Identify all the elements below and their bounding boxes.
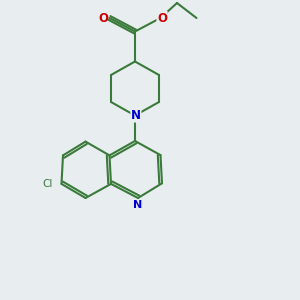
Text: O: O: [98, 11, 108, 25]
Text: Cl: Cl: [43, 179, 53, 189]
Text: N: N: [130, 110, 140, 121]
Text: N: N: [134, 200, 142, 210]
Text: N: N: [131, 109, 141, 122]
Text: O: O: [157, 11, 167, 25]
